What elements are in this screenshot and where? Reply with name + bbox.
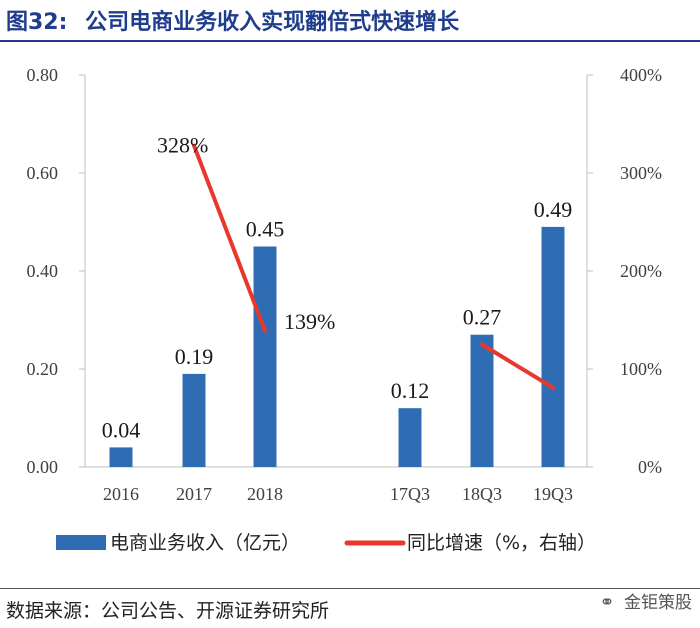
figure-number: 图32: xyxy=(6,10,68,35)
x-tick-label: 2016 xyxy=(103,484,139,504)
bar-value-label: 0.27 xyxy=(463,305,502,330)
title-divider xyxy=(0,40,700,42)
y-right-tick-label: 400% xyxy=(620,65,662,85)
growth-line-segment xyxy=(192,143,267,333)
combo-chart: 0.00 0.20 0.40 0.60 0.80 0% 100% 200% 300% 400% 20… xyxy=(27,65,663,554)
y-left-tick-label: 0.20 xyxy=(27,359,59,379)
bar-value-label: 0.49 xyxy=(534,197,573,222)
y-right-tick-label: 0% xyxy=(638,457,662,477)
y-right-tick-label: 200% xyxy=(620,261,662,281)
bar-value-label: 0.04 xyxy=(102,417,141,442)
x-tick-label: 17Q3 xyxy=(390,484,430,504)
watermark: ⚭ 金钜策股 xyxy=(600,588,693,613)
watermark-text: 金钜策股 xyxy=(624,593,692,613)
y-left-tick-label: 0.80 xyxy=(27,65,59,85)
bar-value-label: 0.12 xyxy=(391,378,430,403)
bar xyxy=(398,408,422,467)
x-tick-label: 2017 xyxy=(176,484,212,504)
bar-value-label: 0.45 xyxy=(246,217,285,242)
bar xyxy=(541,226,565,467)
source-note: 数据来源：公司公告、开源证券研究所 xyxy=(6,600,330,622)
y-left-tick-label: 0.40 xyxy=(27,261,59,281)
x-tick-label: 2018 xyxy=(247,484,283,504)
y-left-tick-label: 0.00 xyxy=(27,457,59,477)
figure-title: 图32: 公司电商业务收入实现翻倍式快速增长 xyxy=(6,4,459,36)
bar xyxy=(109,447,133,467)
y-right-tick-label: 300% xyxy=(620,163,662,183)
x-tick-label: 19Q3 xyxy=(533,484,573,504)
legend-line-label: 同比增速（%，右轴） xyxy=(407,532,596,554)
bar-value-label: 0.19 xyxy=(175,344,214,369)
growth-line-segment xyxy=(480,342,555,390)
figure-title-text: 公司电商业务收入实现翻倍式快速增长 xyxy=(85,10,460,35)
footer-divider xyxy=(0,588,700,589)
legend-bar-swatch xyxy=(56,535,106,550)
bar xyxy=(253,246,277,467)
x-tick-label: 18Q3 xyxy=(462,484,502,504)
bar xyxy=(470,334,494,467)
legend-bar-label: 电商业务收入（亿元） xyxy=(110,532,300,554)
wechat-icon: ⚭ xyxy=(599,592,615,613)
growth-value-label: 139% xyxy=(284,309,335,334)
y-left-tick-label: 0.60 xyxy=(27,163,59,183)
growth-value-label: 328% xyxy=(157,133,208,158)
y-right-tick-label: 100% xyxy=(620,359,662,379)
bar xyxy=(182,373,206,467)
